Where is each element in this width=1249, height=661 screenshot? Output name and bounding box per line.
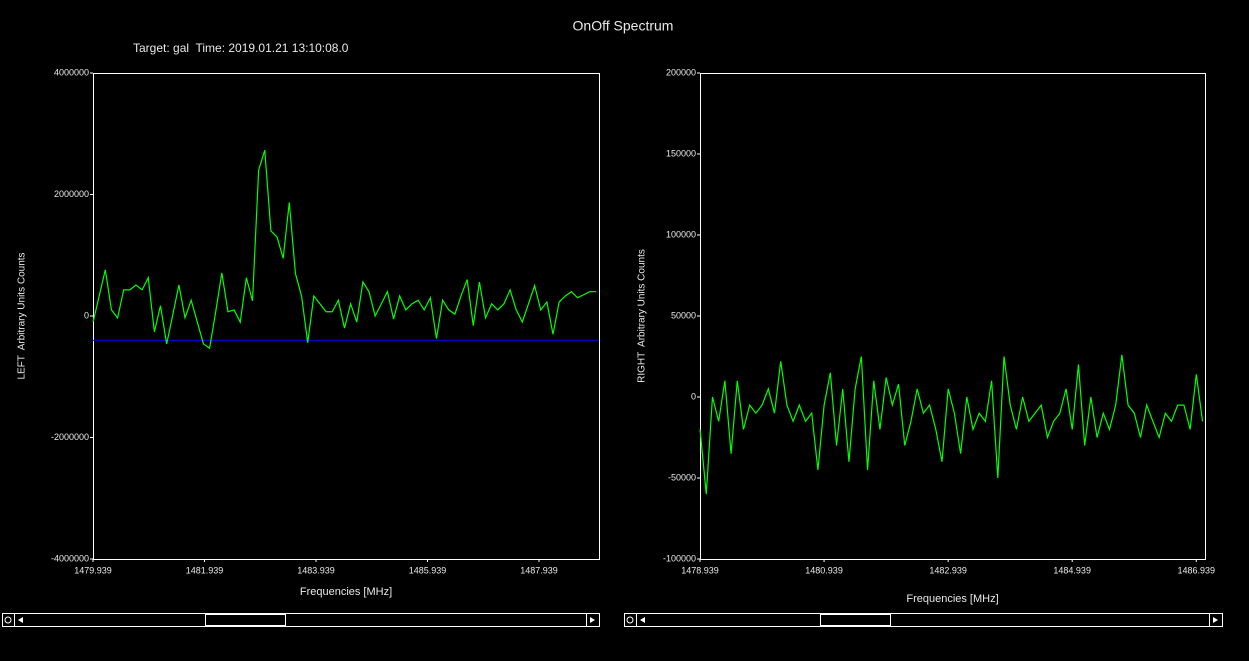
scrollbar-right — [624, 613, 1223, 627]
x-tick-label: 1482.939 — [929, 565, 967, 575]
spectrum-line — [92, 149, 596, 350]
x-tick-label: 1483.939 — [297, 565, 335, 575]
y-tick-label: -2000000 — [51, 432, 89, 442]
x-tick-label: 1485.939 — [409, 565, 447, 575]
x-tick-label: 1487.939 — [520, 565, 558, 575]
chart-panel: -4000000 -2000000 0 2000000 4000000 1479.939 1… — [17, 67, 600, 598]
y-axis-label: RIGHT Arbitrary Units Counts — [637, 249, 648, 383]
scroll-right-arrow[interactable] — [590, 617, 595, 623]
plot-frame — [700, 73, 1206, 560]
x-axis-label: Frequencies [MHz] — [906, 593, 998, 605]
y-tick-label: 0 — [84, 310, 89, 320]
window-title: OnOff Spectrum — [573, 18, 674, 34]
scrollbar-thumb[interactable] — [205, 614, 286, 626]
x-axis-label: Frequencies [MHz] — [300, 586, 392, 598]
y-tick-label: 0 — [691, 391, 696, 401]
scroll-right-arrow[interactable] — [1213, 617, 1218, 623]
subtitle: Target: gal Time: 2019.01.21 13:10:08.0 — [133, 41, 349, 55]
scroll-left-arrow[interactable] — [18, 617, 23, 623]
y-tick-label: 2000000 — [54, 189, 89, 199]
plot-frame — [93, 73, 600, 560]
x-tick-label: 1478.939 — [681, 565, 719, 575]
y-tick-label: -50000 — [668, 472, 696, 482]
scrollbar-button[interactable] — [626, 616, 634, 624]
x-tick-label: 1481.939 — [186, 565, 224, 575]
spectrum-line — [699, 354, 1204, 495]
scrollbar-track[interactable] — [624, 613, 1223, 627]
scrollbar-track[interactable] — [2, 613, 600, 627]
scrollbar-thumb[interactable] — [820, 614, 891, 626]
x-tick-label: 1486.939 — [1177, 565, 1215, 575]
scroll-left-arrow[interactable] — [640, 617, 645, 623]
y-axis-label: LEFT Arbitrary Units Counts — [17, 252, 28, 379]
scrollbar-button[interactable] — [4, 616, 12, 624]
scrollbar-left — [2, 613, 600, 627]
y-tick-label: 100000 — [666, 229, 696, 239]
y-tick-label: -4000000 — [51, 553, 89, 563]
x-tick-label: 1479.939 — [74, 565, 112, 575]
x-tick-label: 1480.939 — [805, 565, 843, 575]
x-tick-label: 1484.939 — [1053, 565, 1091, 575]
y-tick-label: 150000 — [666, 148, 696, 158]
chart-panel: -100000 -50000 0 50000 100000 150000 200000 147… — [637, 67, 1215, 605]
y-tick-label: -100000 — [663, 553, 696, 563]
y-tick-label: 50000 — [671, 310, 696, 320]
y-tick-label: 200000 — [666, 67, 696, 77]
y-tick-label: 4000000 — [54, 67, 89, 77]
